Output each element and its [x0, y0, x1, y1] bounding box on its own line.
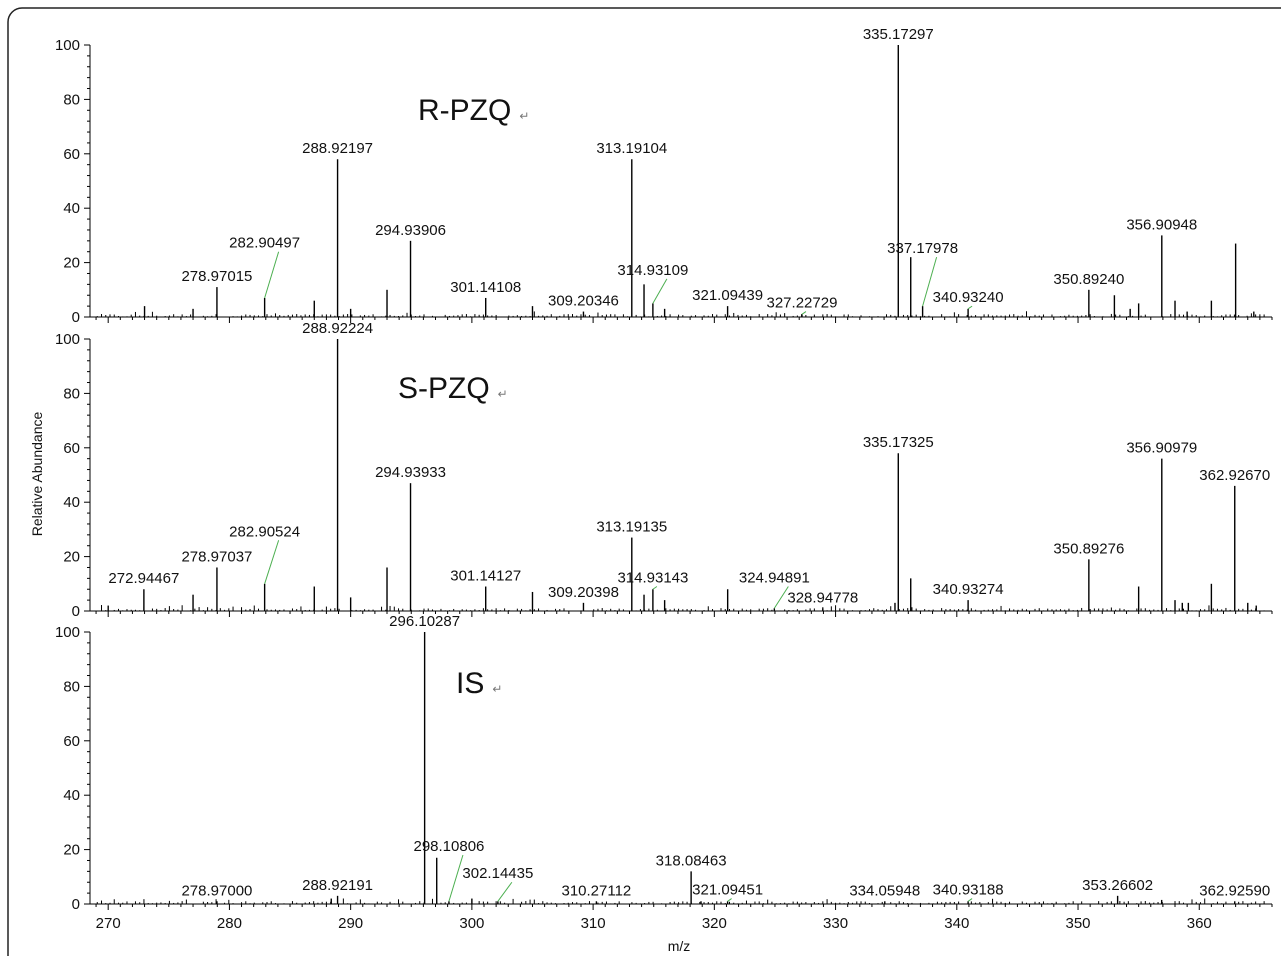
r-pzq-leader-340.93240: [967, 305, 973, 310]
r-pzq-peak-label: 282.90497: [229, 235, 300, 252]
r-pzq-y-tick-label: 60: [63, 146, 80, 163]
r-pzq-leader-314.93109: [652, 278, 668, 304]
r-pzq-peak-label: 350.89240: [1053, 271, 1124, 288]
r-pzq-peak-label: 340.93240: [933, 289, 1004, 306]
is-peak-label: 310.27112: [561, 882, 631, 899]
r-pzq-leader-282.90497: [264, 251, 280, 299]
r-pzq-panel-title: R-PZQ: [418, 94, 511, 127]
s-pzq-peak-label: 350.89276: [1053, 540, 1124, 557]
r-pzq-peak-label: 356.90948: [1126, 216, 1197, 233]
s-pzq-peak-label: 362.92670: [1199, 467, 1270, 484]
is-x-tick-label: 320: [702, 915, 727, 932]
s-pzq-leader-314.93143: [652, 586, 658, 590]
is-peak-label: 288.92191: [302, 877, 373, 894]
is-x-tick-label: 310: [581, 915, 606, 932]
is-peak-label: 296.10287: [389, 613, 460, 630]
s-pzq-panel-title: S-PZQ: [398, 372, 490, 405]
is-y-tick-label: 60: [63, 733, 80, 750]
is-leader-340.93188: [967, 898, 973, 902]
s-pzq-y-tick-label: 60: [63, 440, 80, 457]
is-x-tick-label: 270: [96, 915, 121, 932]
r-pzq-peak-label: 301.14108: [450, 279, 521, 296]
is-peak-label: 278.97000: [181, 882, 252, 899]
is-peak-label: 302.14435: [462, 865, 533, 882]
is-peak-label: 340.93188: [933, 882, 1004, 899]
is-peak-label: 298.10806: [413, 838, 484, 855]
r-pzq-y-tick-label: 80: [63, 91, 80, 108]
s-pzq-leader-324.94891: [773, 586, 789, 609]
is-peak-label: 353.26602: [1082, 877, 1153, 894]
s-pzq-peak-label: 340.93274: [933, 581, 1004, 598]
s-pzq-peak-label: 309.20398: [548, 584, 619, 601]
is-y-tick-label: 100: [55, 624, 80, 641]
r-pzq-peak-label: 321.09439: [692, 287, 763, 304]
s-pzq-y-tick-label: 80: [63, 385, 80, 402]
is-leader-321.09451: [727, 898, 732, 902]
is-leader-302.14435: [497, 881, 513, 902]
is-x-tick-label: 280: [217, 915, 242, 932]
is-peak-label: 334.05948: [849, 882, 920, 899]
r-pzq-peak-label: 278.97015: [181, 268, 252, 285]
is-peak-label: 362.92590: [1199, 882, 1270, 899]
r-pzq-leader-337.17978: [922, 257, 938, 307]
is-panel-title: IS: [456, 667, 484, 700]
r-pzq-peak-label: 335.17297: [863, 26, 934, 43]
s-pzq-peak-label: 294.93933: [375, 464, 446, 481]
s-pzq-peak-label: 288.92224: [302, 320, 373, 337]
s-pzq-peak-label: 335.17325: [863, 434, 934, 451]
s-pzq-title-mark: ↵: [498, 387, 508, 401]
r-pzq-peak-label: 288.92197: [302, 140, 373, 157]
y-axis-label: Relative Abundance: [29, 412, 45, 537]
r-pzq-peak-label: 309.20346: [548, 293, 619, 310]
is-x-tick-label: 360: [1187, 915, 1212, 932]
is-x-tick-label: 330: [823, 915, 848, 932]
r-pzq-peak-label: 294.93906: [375, 222, 446, 239]
r-pzq-peak-label: 314.93109: [617, 262, 688, 279]
s-pzq-peak-label: 328.94778: [787, 589, 858, 606]
r-pzq-y-tick-label: 100: [55, 37, 80, 54]
s-pzq-peak-label: 301.14127: [450, 568, 521, 585]
is-y-tick-label: 20: [63, 842, 80, 859]
is-title-mark: ↵: [492, 682, 502, 696]
r-pzq-y-tick-label: 20: [63, 255, 80, 272]
x-axis-label: m/z: [668, 938, 691, 954]
s-pzq-y-tick-label: 40: [63, 494, 80, 511]
r-pzq-y-tick-label: 40: [63, 200, 80, 217]
s-pzq-y-tick-label: 100: [55, 331, 80, 348]
r-pzq-title-mark: ↵: [519, 109, 529, 123]
s-pzq-leader-282.90524: [264, 540, 280, 584]
s-pzq-y-tick-label: 0: [72, 603, 80, 620]
s-pzq-peak-label: 282.90524: [229, 523, 300, 540]
is-y-tick-label: 40: [63, 787, 80, 804]
is-leader-298.10806: [448, 854, 464, 902]
is-peak-label: 321.09451: [692, 882, 763, 899]
s-pzq-peak-label: 278.97037: [181, 548, 252, 565]
s-pzq-peak-label: 324.94891: [739, 570, 810, 587]
is-x-tick-label: 300: [459, 915, 484, 932]
is-y-tick-label: 80: [63, 678, 80, 695]
r-pzq-y-tick-label: 0: [72, 309, 80, 326]
s-pzq-peak-label: 272.94467: [108, 570, 179, 587]
r-pzq-peak-label: 327.22729: [767, 295, 838, 312]
r-pzq-peak-label: 337.17978: [887, 240, 958, 257]
is-y-tick-label: 0: [72, 896, 80, 913]
r-pzq-leader-327.22729: [801, 311, 807, 315]
figure-border: [7, 7, 1281, 961]
is-peak-label: 318.08463: [656, 852, 727, 869]
is-x-tick-label: 350: [1066, 915, 1091, 932]
s-pzq-peak-label: 356.90979: [1126, 440, 1197, 457]
r-pzq-peak-label: 313.19104: [596, 140, 667, 157]
s-pzq-peak-label: 313.19135: [596, 519, 667, 536]
s-pzq-y-tick-label: 20: [63, 549, 80, 566]
is-x-tick-label: 290: [338, 915, 363, 932]
is-x-tick-label: 340: [944, 915, 969, 932]
s-pzq-peak-label: 314.93143: [617, 570, 688, 587]
